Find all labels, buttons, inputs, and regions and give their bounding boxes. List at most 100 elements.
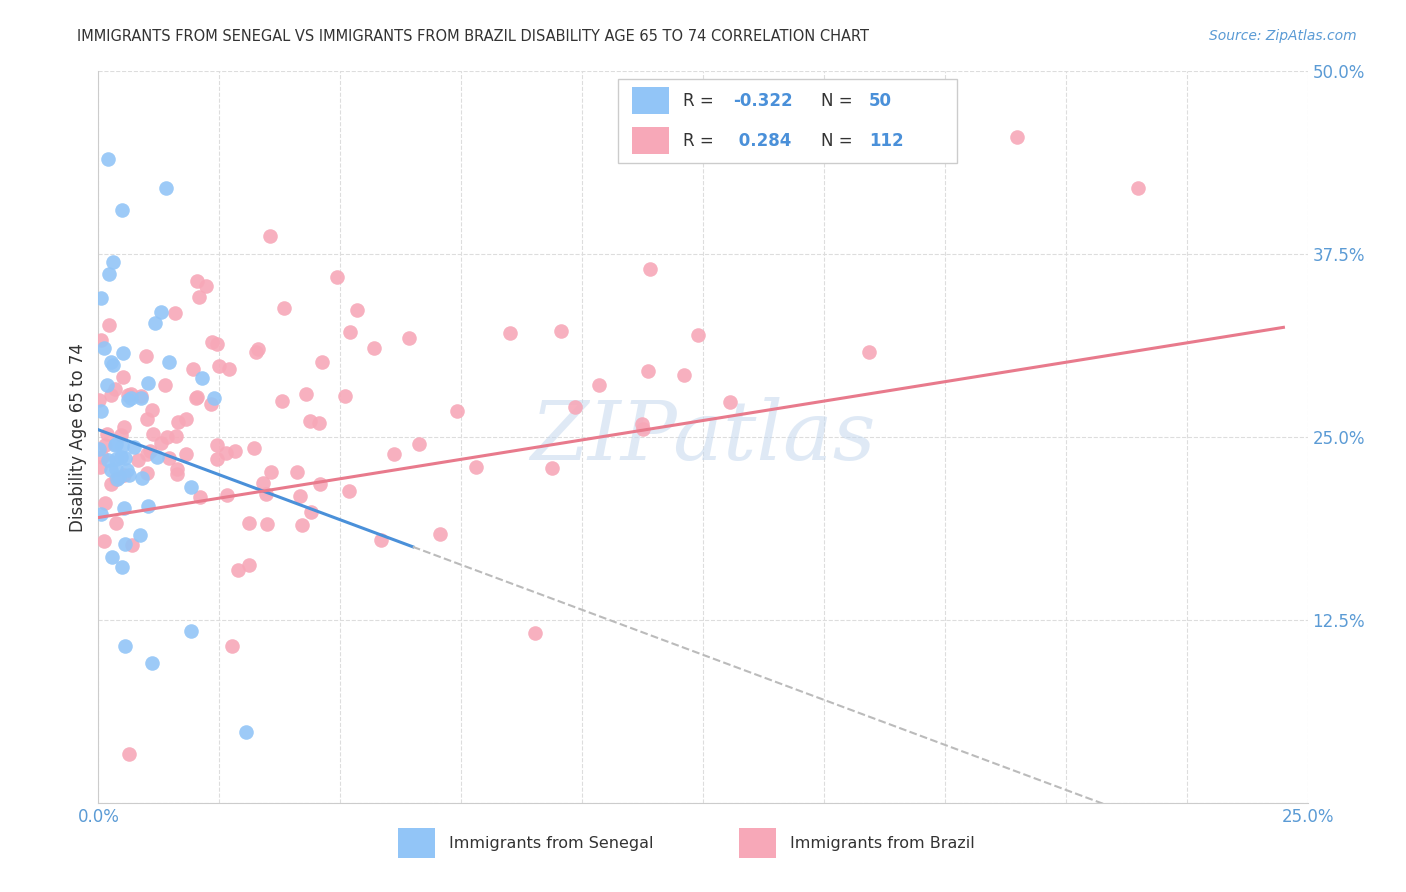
Point	[157, 450, 180, 465]
Point	[163, 306, 186, 320]
Point	[398, 330, 420, 344]
Point	[235, 724, 257, 739]
Point	[111, 346, 134, 360]
Point	[498, 326, 520, 340]
Point	[541, 460, 564, 475]
Point	[429, 526, 451, 541]
Point	[117, 392, 139, 407]
Point	[166, 467, 188, 481]
Point	[94, 438, 117, 452]
Point	[631, 422, 654, 436]
Point	[260, 465, 283, 479]
Point	[121, 538, 143, 552]
Point	[120, 387, 142, 401]
Point	[90, 507, 112, 521]
Point	[181, 361, 204, 376]
Point	[247, 342, 270, 356]
Point	[226, 563, 249, 577]
Point	[111, 370, 134, 384]
Y-axis label: Disability Age 65 to 74: Disability Age 65 to 74	[69, 343, 87, 532]
Point	[136, 499, 159, 513]
Point	[337, 484, 360, 499]
Point	[335, 389, 357, 403]
Point	[201, 334, 224, 349]
Point	[238, 516, 260, 530]
Point	[370, 533, 392, 548]
Point	[131, 471, 153, 485]
Point	[186, 274, 208, 288]
Point	[191, 371, 214, 385]
Point	[180, 624, 202, 638]
Point	[1007, 130, 1029, 145]
Point	[128, 527, 150, 541]
Point	[174, 411, 197, 425]
Point	[127, 453, 149, 467]
Point	[311, 354, 333, 368]
Point	[550, 324, 572, 338]
Point	[630, 417, 652, 431]
Point	[90, 333, 112, 347]
Point	[221, 639, 243, 653]
Point	[100, 550, 122, 565]
Point	[97, 318, 120, 333]
Point	[131, 389, 153, 403]
Point	[887, 115, 910, 129]
Point	[136, 412, 159, 426]
Point	[242, 441, 264, 455]
Point	[89, 442, 111, 456]
Point	[205, 451, 228, 466]
Point	[94, 496, 117, 510]
Point	[114, 451, 136, 466]
Point	[256, 516, 278, 531]
Point	[142, 427, 165, 442]
Point	[97, 267, 120, 281]
Point	[90, 404, 112, 418]
Point	[93, 342, 115, 356]
Point	[90, 450, 112, 464]
Point	[273, 301, 295, 315]
Point	[637, 364, 659, 378]
Point	[135, 349, 157, 363]
Point	[115, 463, 138, 477]
Point	[188, 490, 211, 504]
Point	[254, 487, 277, 501]
Point	[112, 420, 135, 434]
Point	[309, 477, 332, 491]
Point	[111, 203, 134, 218]
Point	[673, 368, 696, 382]
Point	[180, 480, 202, 494]
Point	[686, 327, 709, 342]
Point	[101, 254, 124, 268]
Point	[252, 476, 274, 491]
Point	[105, 516, 128, 531]
Point	[104, 438, 127, 452]
Point	[118, 747, 141, 761]
Point	[97, 152, 120, 166]
Point	[166, 462, 188, 476]
Point	[245, 345, 267, 359]
Point	[155, 430, 177, 444]
Text: IMMIGRANTS FROM SENEGAL VS IMMIGRANTS FROM BRAZIL DISABILITY AGE 65 TO 74 CORREL: IMMIGRANTS FROM SENEGAL VS IMMIGRANTS FR…	[77, 29, 869, 44]
Point	[105, 472, 128, 486]
Point	[112, 468, 135, 483]
Point	[259, 228, 281, 243]
Point	[524, 626, 547, 640]
Point	[100, 477, 122, 491]
Point	[465, 460, 488, 475]
Point	[564, 401, 586, 415]
Point	[204, 391, 226, 405]
Text: Source: ZipAtlas.com: Source: ZipAtlas.com	[1209, 29, 1357, 43]
Point	[101, 359, 124, 373]
Point	[224, 444, 246, 458]
Point	[90, 291, 112, 305]
Point	[238, 558, 260, 572]
Point	[363, 341, 385, 355]
Point	[96, 427, 118, 442]
Point	[105, 437, 128, 451]
Point	[96, 378, 118, 392]
Point	[150, 436, 173, 450]
Point	[112, 500, 135, 515]
Point	[195, 278, 218, 293]
Point	[111, 560, 134, 574]
Point	[299, 505, 322, 519]
